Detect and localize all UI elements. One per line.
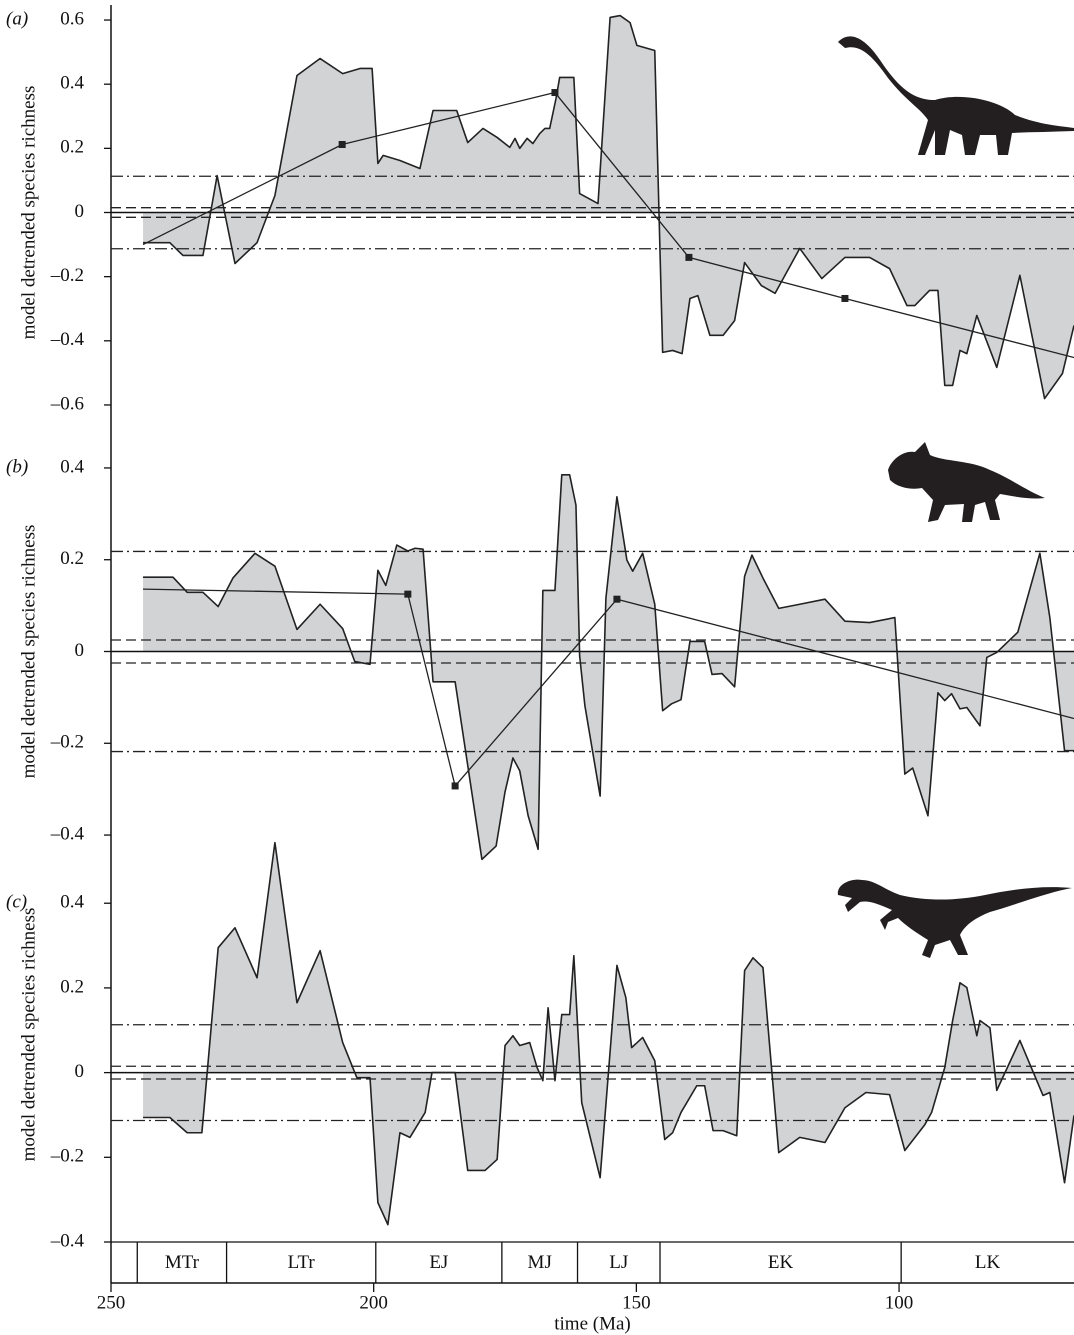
period-label: EK <box>768 1252 794 1273</box>
ceratopsian-silhouette <box>888 442 1045 522</box>
period-label: MJ <box>528 1252 552 1273</box>
y-tick-label: –0.4 <box>50 329 85 350</box>
period-label: EJ <box>429 1252 448 1273</box>
x-tick-label: 150 <box>622 1292 651 1313</box>
x-tick-label: 200 <box>359 1292 388 1313</box>
y-tick-label: –0.4 <box>50 823 85 844</box>
panel-label: (a) <box>6 8 28 29</box>
silhouettes <box>838 36 1074 958</box>
y-tick-label: –0.2 <box>50 1146 84 1167</box>
y-tick-label: 0.2 <box>60 976 84 997</box>
period-label: LTr <box>288 1252 316 1273</box>
trend-marker <box>404 591 411 598</box>
trend-marker <box>452 782 459 789</box>
y-tick-label: 0.4 <box>60 73 84 94</box>
trend-marker <box>841 295 848 302</box>
y-tick-label: 0.2 <box>60 137 84 158</box>
x-axis-label: time (Ma) <box>554 1313 631 1334</box>
period-label: MTr <box>165 1252 200 1273</box>
x-tick-label: 250 <box>97 1292 126 1313</box>
y-axis-label: model detrended species richness <box>18 86 39 340</box>
trend-marker <box>339 141 346 148</box>
trend-marker <box>551 89 558 96</box>
theropod-silhouette <box>838 880 1072 958</box>
trend-marker <box>613 596 620 603</box>
area-fill <box>143 475 1074 860</box>
y-axis-label: model detrended species richness <box>18 525 39 779</box>
y-tick-label: 0.2 <box>60 548 84 569</box>
chart: 0.6 0.4 0.2 0 –0.2 –0.4 –0.6 (a) model detrended… <box>0 0 1074 1335</box>
x-tick-label: 100 <box>885 1292 914 1313</box>
y-axis-label: model detrended species richness <box>18 908 39 1162</box>
sauropod-silhouette <box>838 36 1074 155</box>
y-tick-label: –0.2 <box>50 265 84 286</box>
y-tick-label: –0.2 <box>50 732 84 753</box>
y-tick-label: 0 <box>75 201 85 222</box>
y-tick-label: 0.6 <box>60 8 84 29</box>
y-tick-label: 0 <box>75 1061 85 1082</box>
y-tick-label: 0 <box>75 640 85 661</box>
period-label: LJ <box>609 1252 628 1273</box>
trend-marker <box>685 254 692 261</box>
y-tick-label: 0.4 <box>60 892 84 913</box>
panel-label: (b) <box>6 456 28 477</box>
y-tick-label: –0.6 <box>50 393 84 414</box>
period-label: LK <box>975 1252 1001 1273</box>
y-tick-label: –0.4 <box>50 1230 85 1251</box>
y-tick-label: 0.4 <box>60 456 84 477</box>
